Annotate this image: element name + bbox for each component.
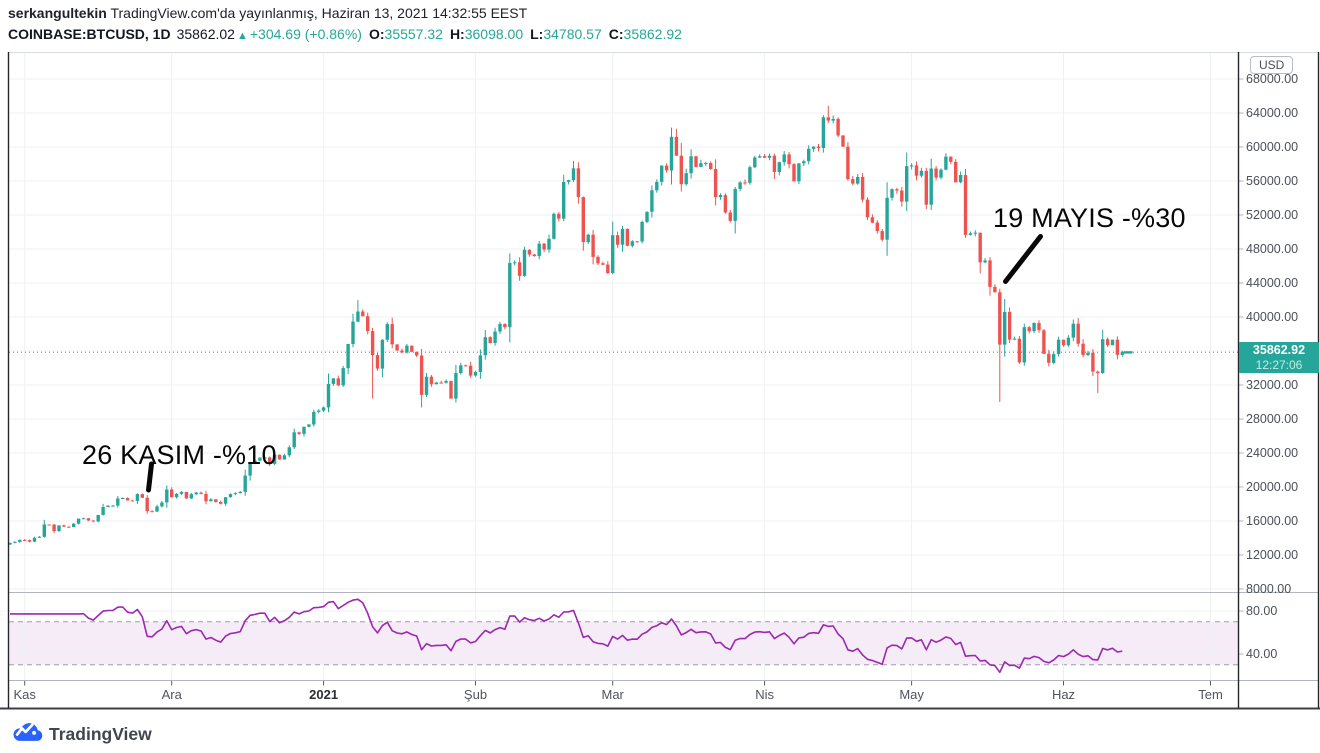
price-tick-label: 28000.00 [1246,412,1299,426]
price-tick-label: 40000.00 [1246,310,1299,324]
annotation-26-kasim: 26 KASIM -%10 [82,440,277,470]
price-tick-label: 16000.00 [1246,514,1299,528]
price-tick-label: 52000.00 [1246,208,1299,222]
price-tick-label: 60000.00 [1246,140,1299,154]
open-label: O: [368,26,385,42]
rsi-line [10,598,1123,674]
price-tick-label: 68000.00 [1246,72,1299,86]
price-tick-label: 24000.00 [1246,446,1299,460]
last-price-marker [1123,351,1133,354]
month-label-Kas: Kas [13,687,36,702]
indicator-tick-label: 80.00 [1246,604,1278,618]
high-label: H: [449,26,465,42]
price-change: +304.69 (+0.86%) [249,26,362,42]
indicator-band [9,621,1238,666]
month-label-2021: 2021 [309,687,339,702]
gridlines [9,53,1238,680]
month-label-Tem: Tem [1198,687,1223,702]
author-name: serkangultekin [8,5,107,21]
currency-badge: USD [1250,56,1294,74]
price-tick-label: 56000.00 [1246,174,1299,188]
publish-info: serkangultekin TradingView.com'da yayınl… [8,5,527,21]
axis-ticks [24,78,1244,686]
price-tick-label: 48000.00 [1246,242,1299,256]
price-tick-label: 32000.00 [1246,378,1299,392]
last-price: 35862.02 [176,26,235,42]
tradingview-brand-text: TradingView [49,723,152,744]
month-label-Nis: Nis [755,687,774,702]
low-value: 34780.57 [543,26,602,42]
annotation-strokes [146,234,1043,493]
open-value: 35557.32 [384,26,443,42]
up-arrow-icon: ▲ [236,30,248,42]
price-tick-label: 20000.00 [1246,480,1299,494]
high-value: 36098.00 [464,26,524,42]
indicator-tick-label: 40.00 [1246,647,1278,661]
month-label-Haz: Haz [1051,687,1076,702]
bar-countdown: 12:27:06 [1255,358,1303,372]
price-tick-label: 12000.00 [1246,548,1299,562]
price-tick-label: 64000.00 [1246,106,1299,120]
current-price-value: 35862.92 [1252,343,1306,357]
candles [9,105,1124,545]
month-label-Mar: Mar [601,687,624,702]
close-value: 35862.92 [623,26,682,42]
price-tick-label: 8000.00 [1246,582,1292,596]
close-label: C: [608,26,624,42]
month-label-Ara: Ara [161,687,182,702]
tradingview-logo[interactable]: TradingView [10,719,152,749]
month-label-Şub: Şub [463,687,488,702]
chart-frame [0,52,1320,710]
symbol-name: COINBASE:BTCUSD, 1D [8,26,171,42]
annotation-19-mayis: 19 MAYIS -%30 [993,203,1186,233]
low-label: L: [530,26,544,42]
publish-text: TradingView.com'da yayınlanmış, Haziran … [106,5,528,21]
tradingview-cloud-icon [10,719,43,749]
current-price-badge: 35862.92 12:27:06 [1239,342,1319,373]
month-label-May: May [899,687,924,702]
price-tick-label: 44000.00 [1246,276,1299,290]
symbol-info-bar: COINBASE:BTCUSD, 1D 35862.02 ▲ +304.69 (+0.… [8,26,682,42]
